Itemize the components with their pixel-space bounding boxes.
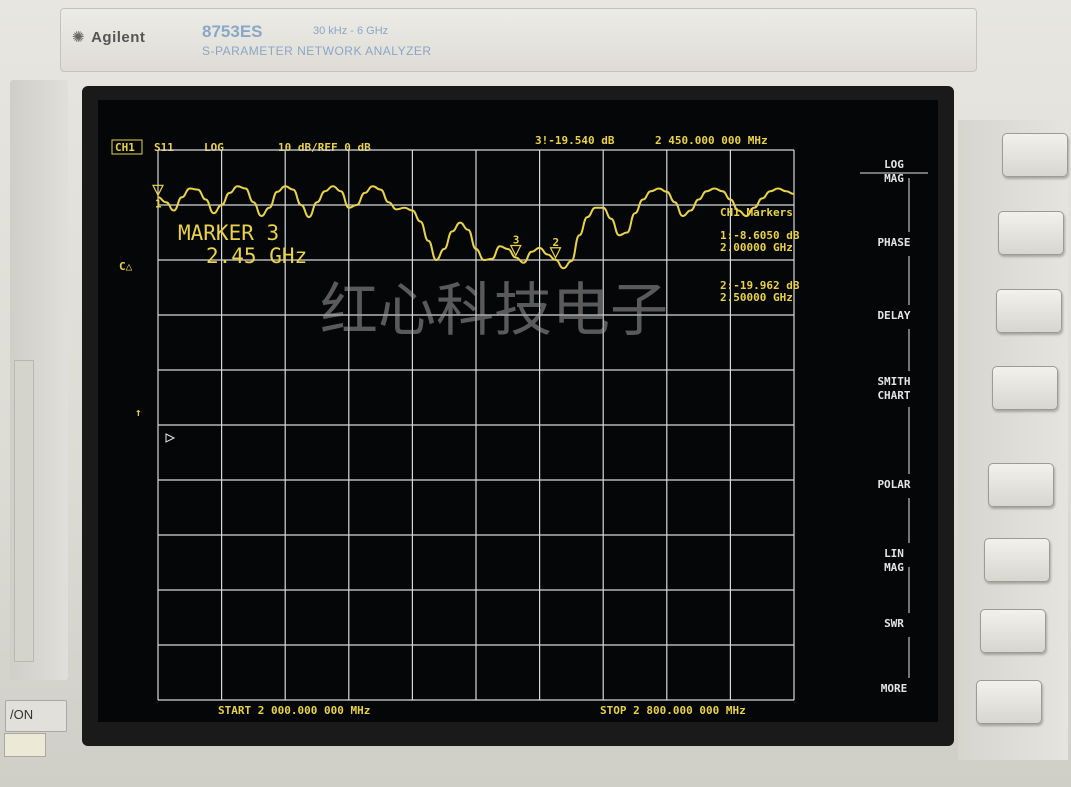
brand-strip <box>60 8 977 72</box>
marker-table-entry2-freq: 2.50000 GHz <box>720 291 793 304</box>
stop-frequency: STOP 2 800.000 000 MHz <box>600 704 746 717</box>
brand-logo-text: Agilent <box>91 29 146 46</box>
scale-arrow-icon: ↑ <box>135 406 142 419</box>
trace-markers: 1 3 2 <box>152 184 562 260</box>
softkey-menu: LOGMAGPHASEDELAYSMITHCHARTPOLARLINMAGSWR… <box>860 158 928 695</box>
channel-label: CH1 <box>115 141 135 154</box>
marker-readout-line2: 2.45 GHz <box>206 244 307 268</box>
svg-text:LIN: LIN <box>884 547 904 560</box>
marker-table-title: CH1 Markers <box>720 206 793 219</box>
marker-2-number: 2 <box>553 236 560 249</box>
marker-1-number: 1 <box>155 197 162 210</box>
svg-text:DELAY: DELAY <box>877 309 910 322</box>
active-marker-value: 3!-19.540 dB <box>535 134 615 147</box>
frequency-range: 30 kHz - 6 GHz <box>313 25 389 37</box>
power-switch[interactable]: /ON <box>5 700 67 732</box>
marker-2-icon <box>549 247 562 260</box>
product-name: S-PARAMETER NETWORK ANALYZER <box>202 44 432 58</box>
softkey-label-swr: SWR <box>884 617 904 630</box>
power-label: /ON <box>10 707 34 722</box>
start-frequency: START 2 000.000 000 MHz <box>218 704 370 717</box>
softkey-button-3[interactable] <box>996 289 1062 333</box>
agilent-spark-icon: ✺ <box>72 29 86 46</box>
ca-label: C△ <box>119 260 133 273</box>
softkey-label-polar: POLAR <box>877 478 910 491</box>
marker-table-entry1-value: 1:-8.6050 dB <box>720 229 800 242</box>
model-number: 8753ES <box>202 22 263 41</box>
active-marker-freq: 2 450.000 000 MHz <box>655 134 768 147</box>
softkey-button-4[interactable] <box>992 366 1058 410</box>
marker-3-icon <box>509 244 522 257</box>
marker-readout-line1: MARKER 3 <box>178 221 279 245</box>
graticule <box>157 149 795 701</box>
agilent-logo: ✺ Agilent <box>72 28 145 46</box>
svg-text:POLAR: POLAR <box>877 478 910 491</box>
svg-text:LOG: LOG <box>884 158 904 171</box>
channel-box <box>111 139 143 155</box>
softkey-button-8[interactable] <box>976 680 1042 724</box>
format-label: LOG <box>204 141 224 154</box>
softkey-button-7[interactable] <box>980 609 1046 653</box>
softkey-button-1[interactable] <box>1002 133 1068 177</box>
softkey-button-5[interactable] <box>988 463 1054 507</box>
softkey-button-2[interactable] <box>998 211 1064 255</box>
svg-text:SMITH: SMITH <box>877 375 910 388</box>
s11-trace <box>157 185 795 270</box>
softkey-label-phase: PHASE <box>877 236 910 249</box>
marker-table-entry2-value: 2:-19.962 dB <box>720 279 800 292</box>
softkey-label-delay: DELAY <box>877 309 910 322</box>
softkey-button-6[interactable] <box>984 538 1050 582</box>
svg-text:MAG: MAG <box>884 561 904 574</box>
marker-table-entry1-freq: 2.00000 GHz <box>720 241 793 254</box>
display-svg: CH1 S11 LOG 10 dB/REF 0 dB 3!-19.540 dB … <box>111 134 928 717</box>
disk-slot <box>14 360 34 662</box>
marker-3-number: 3 <box>513 233 520 246</box>
analyzer-screen: CH1 S11 LOG 10 dB/REF 0 dB 3!-19.540 dB … <box>98 100 938 722</box>
svg-text:MAG: MAG <box>884 172 904 185</box>
marker-1-icon <box>152 184 164 197</box>
power-knob[interactable] <box>4 733 46 757</box>
svg-text:SWR: SWR <box>884 617 904 630</box>
watermark-text: 红心科技电子 <box>320 276 668 344</box>
svg-text:CHART: CHART <box>877 389 910 402</box>
softkey-label-more: MORE <box>881 682 908 695</box>
scale-label: 10 dB/REF 0 dB <box>278 141 371 154</box>
param-label: S11 <box>154 141 174 154</box>
svg-text:MORE: MORE <box>881 682 908 695</box>
reference-position-icon <box>165 433 176 443</box>
svg-text:PHASE: PHASE <box>877 236 910 249</box>
